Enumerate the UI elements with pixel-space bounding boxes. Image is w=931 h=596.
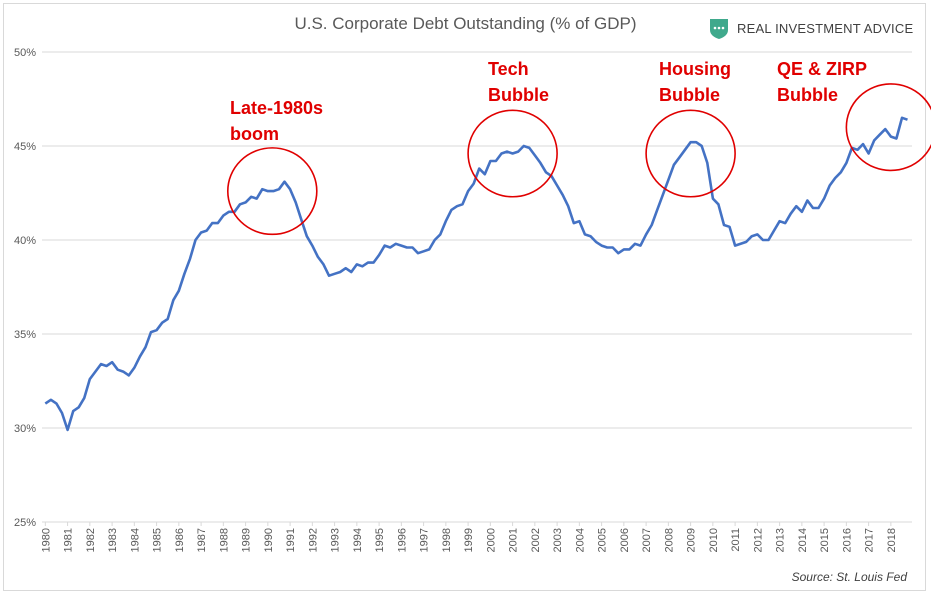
x-tick-label: 1991 xyxy=(285,528,297,552)
x-tick-label: 2013 xyxy=(775,528,787,552)
x-tick-label: 2015 xyxy=(819,528,831,552)
chart-frame xyxy=(3,3,926,591)
x-tick-label: 2008 xyxy=(663,528,675,552)
chart-title: U.S. Corporate Debt Outstanding (% of GD… xyxy=(294,14,637,33)
y-tick-label: 30% xyxy=(14,423,36,435)
annotation-label: Late-1980s xyxy=(230,98,323,118)
series-line xyxy=(44,116,908,432)
x-tick-label: 1990 xyxy=(263,528,275,552)
annotation-circle xyxy=(467,109,558,198)
x-tick-label: 2018 xyxy=(886,528,898,552)
x-tick-label: 2006 xyxy=(619,528,631,552)
brand-logo: REAL INVESTMENT ADVICE xyxy=(708,16,913,40)
x-tick-label: 2010 xyxy=(708,528,720,552)
x-tick-label: 1986 xyxy=(174,528,186,552)
x-tick-label: 1984 xyxy=(129,528,141,552)
annotation-circle xyxy=(226,147,318,236)
x-tick-label: 2000 xyxy=(485,528,497,552)
x-tick-label: 2009 xyxy=(686,528,698,552)
annotation-label: Bubble xyxy=(777,85,838,105)
x-tick-label: 1980 xyxy=(40,528,52,552)
annotation-label: Housing xyxy=(659,59,731,79)
x-tick-label: 1995 xyxy=(374,528,386,552)
source-note: Source: St. Louis Fed xyxy=(791,570,907,584)
annotation-label: Bubble xyxy=(659,85,720,105)
shield-logo-icon xyxy=(710,19,728,39)
x-tick-label: 2012 xyxy=(752,528,764,552)
x-tick-label: 2003 xyxy=(552,528,564,552)
x-tick-label: 1987 xyxy=(196,528,208,552)
brand-name: REAL INVESTMENT ADVICE xyxy=(737,20,914,36)
x-tick-label: 1999 xyxy=(463,528,475,552)
annotation-label: Bubble xyxy=(488,85,549,105)
x-tick-label: 1981 xyxy=(63,528,75,552)
x-tick-label: 1989 xyxy=(241,528,253,552)
x-tick-label: 1998 xyxy=(441,528,453,552)
x-tick-label: 2001 xyxy=(508,528,520,552)
x-tick-label: 2011 xyxy=(730,528,742,552)
annotation-circle xyxy=(845,83,931,172)
annotation-label: QE & ZIRP xyxy=(777,59,867,79)
x-tick-label: 1982 xyxy=(85,528,97,552)
x-tick-label: 1983 xyxy=(107,528,119,552)
x-tick-label: 1992 xyxy=(307,528,319,552)
x-tick-label: 2005 xyxy=(597,528,609,552)
x-tick-label: 2014 xyxy=(797,528,809,552)
x-tick-label: 2016 xyxy=(841,528,853,552)
x-tick-label: 1996 xyxy=(396,528,408,552)
y-tick-label: 50% xyxy=(14,47,36,59)
x-tick-label: 1988 xyxy=(218,528,230,552)
x-tick-label: 1985 xyxy=(152,528,164,552)
x-tick-label: 2004 xyxy=(574,528,586,552)
y-tick-label: 35% xyxy=(14,329,36,341)
y-tick-label: 25% xyxy=(14,517,36,529)
x-tick-label: 2007 xyxy=(641,528,653,552)
annotation-label: Tech xyxy=(488,59,529,79)
annotation-label: boom xyxy=(230,124,279,144)
x-tick-label: 1997 xyxy=(419,528,431,552)
y-tick-label: 40% xyxy=(14,235,36,247)
x-tick-label: 1994 xyxy=(352,528,364,552)
y-tick-label: 45% xyxy=(14,141,36,153)
annotation-circle xyxy=(645,109,736,198)
x-tick-label: 2002 xyxy=(530,528,542,552)
x-tick-label: 2017 xyxy=(864,528,876,552)
x-tick-label: 1993 xyxy=(330,528,342,552)
